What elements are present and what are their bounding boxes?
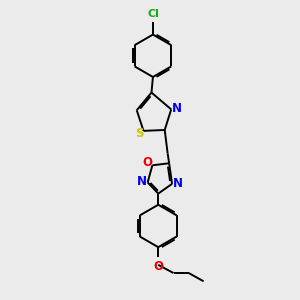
Text: Cl: Cl <box>147 9 159 19</box>
Text: S: S <box>135 127 143 140</box>
Text: O: O <box>153 260 163 272</box>
Text: N: N <box>173 177 183 190</box>
Text: N: N <box>172 102 182 115</box>
Text: O: O <box>142 157 152 169</box>
Text: N: N <box>137 175 147 188</box>
